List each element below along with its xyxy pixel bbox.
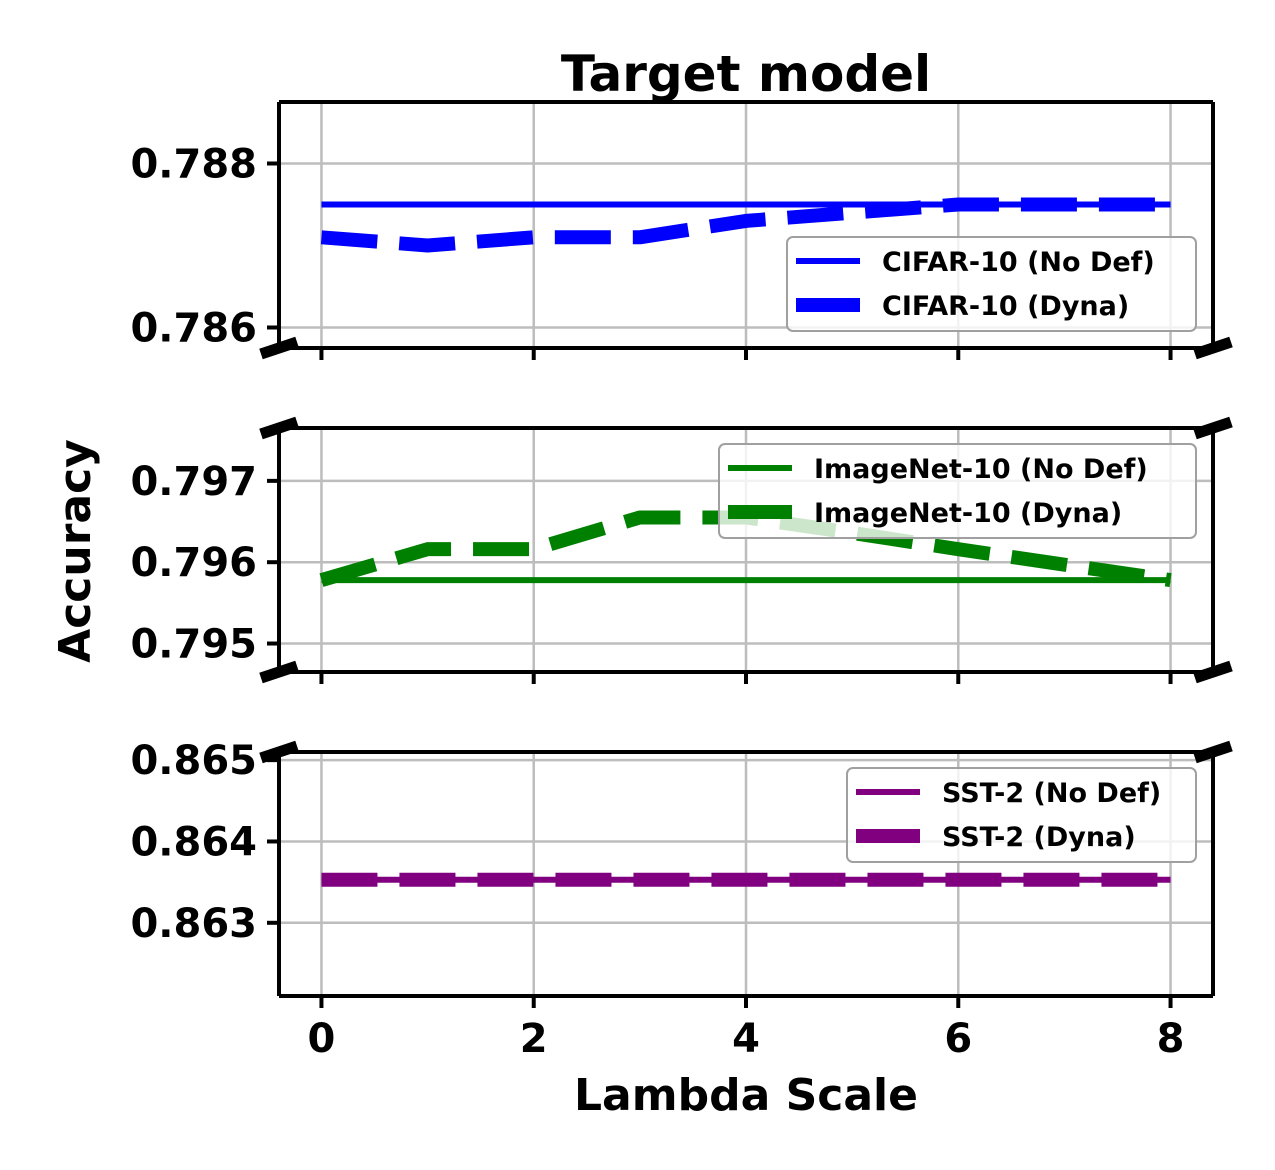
x-tick-label: 2 xyxy=(520,1016,548,1062)
legend-cifar: CIFAR-10 (No Def) CIFAR-10 (Dyna) xyxy=(786,236,1197,332)
series-line-cifar-dyna xyxy=(320,197,1171,253)
y-tick-label: 0.796 xyxy=(130,540,257,586)
legend-label: CIFAR-10 (Dyna) xyxy=(882,291,1129,322)
x-tick-label: 0 xyxy=(308,1016,336,1062)
chart-panels: 0.786 0.788 CIFAR-10 (No Def) CIFAR-10 (Dyn… xyxy=(130,100,1233,1062)
legend-label: SST-2 (No Def) xyxy=(942,778,1161,809)
axis-break-mark xyxy=(1193,336,1233,360)
y-tick-label: 0.865 xyxy=(130,738,257,784)
axis-break-mark xyxy=(1193,416,1233,440)
legend-label: ImageNet-10 (Dyna) xyxy=(814,498,1122,529)
y-tick-label: 0.795 xyxy=(130,622,257,668)
legend-label: SST-2 (Dyna) xyxy=(942,822,1136,853)
y-tick-label: 0.788 xyxy=(130,142,257,188)
axis-break-mark xyxy=(1193,740,1233,764)
y-tick-label: 0.797 xyxy=(130,459,257,505)
y-tick-label: 0.864 xyxy=(130,819,257,865)
axis-break-mark xyxy=(259,416,299,440)
y-tick-label: 0.786 xyxy=(130,306,257,352)
x-tick-label: 8 xyxy=(1157,1016,1185,1062)
axis-break-mark xyxy=(259,740,299,764)
chart-title: Target model xyxy=(561,45,931,103)
axis-break-mark xyxy=(1193,660,1233,684)
panel-cifar: 0.786 0.788 CIFAR-10 (No Def) CIFAR-10 (Dyn… xyxy=(130,100,1233,360)
x-tick-label: 4 xyxy=(732,1016,760,1062)
legend-label: CIFAR-10 (No Def) xyxy=(882,247,1155,278)
x-axis-label: Lambda Scale xyxy=(574,1070,918,1121)
legend-label: ImageNet-10 (No Def) xyxy=(814,454,1148,485)
panel-sst2: 0.863 0.864 0.865 SST-2 (No Def) SST-2 (Dyna… xyxy=(130,738,1233,1008)
axis-break-mark xyxy=(259,336,299,360)
legend-imagenet: ImageNet-10 (No Def) ImageNet-10 (Dyna) xyxy=(718,443,1197,539)
axis-break-mark xyxy=(259,660,299,684)
legend-box xyxy=(786,236,1197,332)
legend-sst2: SST-2 (No Def) SST-2 (Dyna) xyxy=(846,767,1197,863)
legend-box xyxy=(846,767,1197,863)
y-axis-label: Accuracy xyxy=(50,439,101,663)
legend-box xyxy=(718,443,1197,539)
y-tick-label: 0.863 xyxy=(130,901,257,947)
x-tick-label: 6 xyxy=(944,1016,972,1062)
